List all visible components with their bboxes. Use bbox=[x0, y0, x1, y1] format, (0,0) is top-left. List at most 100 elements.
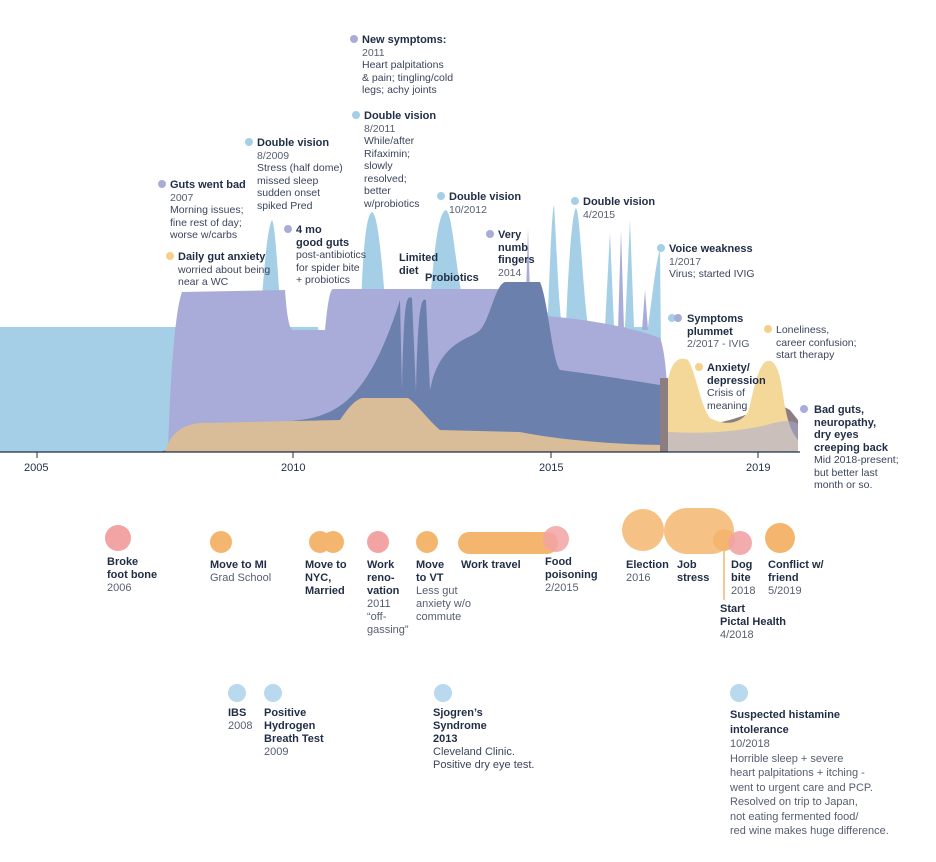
annotation-body: Loneliness, career confusion; start ther… bbox=[776, 324, 857, 361]
annotation-date: 8/2011 bbox=[364, 122, 396, 135]
event-body: Horrible sleep + severe heart palpitatio… bbox=[730, 752, 889, 838]
event-date: 5/2019 bbox=[768, 585, 802, 597]
event-title: Start Pictal Health bbox=[720, 603, 787, 628]
health-event-ibs: IBS 2008 bbox=[228, 707, 252, 733]
annotation-title: Daily gut anxiety bbox=[178, 251, 266, 263]
annotation-new-symptoms: New symptoms: 2011 Heart palpitations & … bbox=[350, 34, 453, 97]
annotation-title: 4 mo good guts bbox=[296, 224, 350, 249]
gut-spike-3 bbox=[642, 290, 648, 330]
event-title: Positive Hydrogen Breath Test bbox=[264, 707, 324, 745]
event-date: Grad School bbox=[210, 572, 272, 584]
annotation-body: Morning issues; fine rest of day; worse … bbox=[170, 204, 244, 241]
annotation-title: Double vision bbox=[257, 137, 330, 149]
health-event-sjogren: Sjogren’s Syndrome 2013 Cleveland Clinic… bbox=[433, 707, 535, 772]
broke-foot-marker bbox=[105, 525, 131, 551]
event-body: Less gut anxiety w/o commute bbox=[416, 585, 472, 623]
health-event-hydrogen: Positive Hydrogen Breath Test 2009 bbox=[264, 707, 324, 759]
annotation-limited-diet: Limited diet bbox=[399, 252, 438, 277]
life-event-move-nyc: Move to NYC, Married bbox=[305, 559, 347, 598]
annotation-dot bbox=[486, 230, 494, 238]
annotation-title: Very numb fingers bbox=[498, 229, 535, 266]
food-poisoning-marker bbox=[543, 526, 569, 552]
election-marker bbox=[622, 509, 664, 551]
event-title: Move to NYC, Married bbox=[305, 559, 347, 597]
annotation-body: While/after Rifaximin; slowly resolved; … bbox=[364, 135, 420, 210]
event-body: “off- gassing” bbox=[367, 611, 409, 636]
work-renovation-marker bbox=[367, 531, 389, 553]
event-title: Conflict w/ friend bbox=[768, 559, 824, 584]
event-title: Suspected histamine intolerance bbox=[730, 709, 841, 736]
annotation-daily-gut-anxiety: Daily gut anxiety worried about being ne… bbox=[166, 251, 271, 289]
annotation-title: Symptoms plummet bbox=[687, 313, 744, 338]
event-title: Broke foot bone bbox=[107, 556, 158, 581]
dog-bite-marker bbox=[728, 531, 752, 555]
gut-spike-2 bbox=[618, 230, 624, 330]
annotation-voice-weakness: Voice weakness 1/2017 Virus; started IVI… bbox=[657, 243, 755, 281]
life-event-job-stress: Job stress bbox=[677, 559, 709, 585]
event-title: Food poisoning bbox=[545, 556, 598, 581]
annotation-dot bbox=[674, 314, 682, 322]
annotation-date: 2/2017 - IVIG bbox=[687, 338, 750, 350]
annotation-date: 4/2015 bbox=[583, 208, 616, 221]
tick-label: 2010 bbox=[281, 462, 305, 474]
event-title: Dog bite bbox=[731, 559, 753, 584]
event-title: Job stress bbox=[677, 559, 710, 584]
ibs-marker bbox=[228, 684, 246, 702]
annotation-title: Double vision bbox=[583, 196, 656, 208]
annotation-bad-guts: Bad guts, neuropathy, dry eyes creeping … bbox=[800, 404, 899, 492]
annotation-dot bbox=[571, 197, 579, 205]
life-event-work-renovation: Work reno- vation 2011 “off- gassing” bbox=[367, 559, 409, 637]
annotation-double-vision-2012: Double vision 10/2012 bbox=[437, 191, 522, 216]
life-event-broke-foot: Broke foot bone 2006 bbox=[107, 556, 157, 595]
married-marker bbox=[322, 531, 344, 553]
event-date: 2/2015 bbox=[545, 582, 579, 594]
annotation-dot bbox=[695, 363, 703, 371]
event-date: 2016 bbox=[626, 572, 651, 584]
life-event-election: Election 2016 bbox=[626, 559, 669, 585]
annotation-title: Voice weakness bbox=[669, 243, 753, 255]
right-gut-area bbox=[668, 421, 798, 452]
annotation-title: Double vision bbox=[449, 191, 522, 203]
event-date: 2008 bbox=[228, 720, 253, 732]
event-title: Work reno- vation bbox=[367, 559, 400, 597]
histamine-marker bbox=[730, 684, 748, 702]
life-event-move-vt: Move to VT Less gut anxiety w/o commute bbox=[416, 559, 471, 624]
annotation-double-vision-2015: Double vision 4/2015 bbox=[571, 196, 656, 221]
annotation-date: 2014 bbox=[498, 266, 522, 279]
move-vt-marker bbox=[416, 531, 438, 553]
event-date: 2018 bbox=[731, 585, 756, 597]
event-title: Move to MI bbox=[210, 559, 267, 571]
annotation-dot bbox=[284, 225, 292, 233]
annotation-title: Probiotics bbox=[425, 272, 479, 284]
annotation-loneliness: Loneliness, career confusion; start ther… bbox=[764, 324, 857, 362]
life-event-work-travel: Work travel bbox=[461, 559, 521, 572]
annotation-probiotics: Probiotics bbox=[425, 272, 479, 285]
health-event-histamine: Suspected histamine intolerance 10/2018 … bbox=[730, 708, 889, 839]
annotation-double-vision-2009: Double vision 8/2009 Stress (half dome) … bbox=[245, 137, 343, 212]
event-date: 2011 bbox=[367, 598, 391, 610]
life-event-food-poisoning: Food poisoning 2/2015 bbox=[545, 556, 598, 595]
annotation-title: Guts went bad bbox=[170, 179, 246, 191]
event-title: Move to VT bbox=[416, 559, 445, 584]
event-title: IBS bbox=[228, 707, 247, 719]
life-event-conflict: Conflict w/ friend 5/2019 bbox=[768, 559, 824, 598]
move-mi-marker bbox=[210, 531, 232, 553]
annotation-title: Bad guts, neuropathy, dry eyes creeping … bbox=[814, 404, 888, 454]
annotation-dot bbox=[657, 244, 665, 252]
annotation-body: post-antibiotics for spider bite + probi… bbox=[296, 249, 367, 286]
annotation-dot bbox=[245, 138, 253, 146]
tick-label: 2005 bbox=[24, 462, 48, 474]
annotation-dot bbox=[764, 325, 772, 333]
annotation-body: Virus; started IVIG bbox=[669, 268, 755, 280]
annotation-body: Stress (half dome) missed sleep sudden o… bbox=[257, 162, 343, 212]
event-date: 10/2018 bbox=[730, 738, 770, 750]
annotation-dot bbox=[800, 405, 808, 413]
annotation-date: 1/2017 bbox=[669, 255, 702, 268]
annotation-numb-fingers: Very numb fingers 2014 bbox=[486, 229, 535, 279]
annotation-title: New symptoms: bbox=[362, 34, 447, 46]
annotation-title: Anxiety/ depression bbox=[707, 362, 766, 387]
annotation-double-vision-2011: Double vision 8/2011 While/after Rifaxim… bbox=[352, 110, 436, 210]
annotation-body: worried about being near a WC bbox=[178, 263, 271, 289]
event-title: Sjogren’s Syndrome 2013 bbox=[433, 707, 487, 745]
